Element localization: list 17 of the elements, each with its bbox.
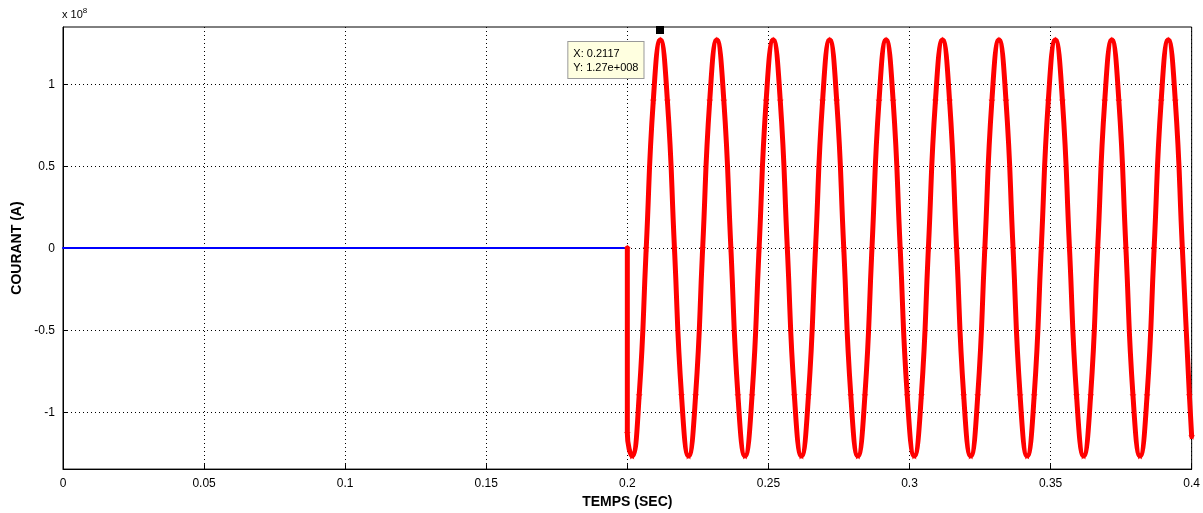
x-tick-label: 0.1 xyxy=(336,476,354,491)
y-tick-label: 1 xyxy=(48,77,56,92)
x-tick-label: 0.05 xyxy=(192,476,217,491)
x-axis-title: TEMPS (SEC) xyxy=(582,493,673,509)
x-tick-label: 0.4 xyxy=(1183,476,1201,491)
x-tick-label: 0.3 xyxy=(901,476,919,491)
y-tick-label: -0.5 xyxy=(34,322,56,337)
y-axis-title: COURANT (A) xyxy=(8,201,25,295)
x-tick-label: 0.35 xyxy=(1038,476,1063,491)
y-tick-label: 0.5 xyxy=(38,159,56,174)
x-tick-label: 0.15 xyxy=(474,476,499,491)
x-tick-label: 0 xyxy=(59,476,67,491)
x-tick-label: 0.2 xyxy=(618,476,636,491)
y-tick-label: 0 xyxy=(48,241,56,256)
y-tick-label: -1 xyxy=(44,404,56,419)
x-tick-label: 0.25 xyxy=(756,476,781,491)
annotation: X: 0.2117 Y: 1.27e+008 xyxy=(573,47,639,74)
